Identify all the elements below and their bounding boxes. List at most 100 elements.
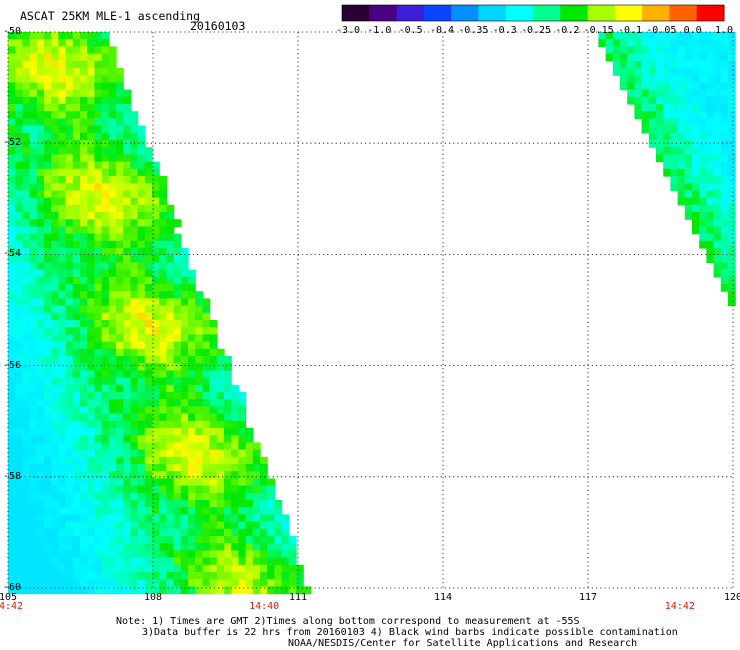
data-cell	[58, 161, 67, 170]
data-cell	[144, 392, 153, 400]
data-cell	[65, 53, 74, 62]
data-cell	[72, 291, 81, 299]
data-cell	[108, 557, 117, 566]
data-cell	[22, 334, 31, 343]
data-cell	[8, 334, 16, 343]
data-cell	[224, 528, 232, 537]
data-cell	[29, 118, 38, 127]
data-cell	[159, 536, 167, 544]
data-cell	[152, 348, 160, 357]
data-cell	[72, 392, 81, 400]
data-cell	[101, 226, 110, 235]
data-cell	[706, 168, 715, 177]
data-cell	[87, 492, 95, 501]
data-cell	[699, 46, 707, 55]
data-cell	[94, 478, 103, 487]
data-cell	[29, 125, 38, 134]
data-cell	[8, 341, 16, 350]
data-cell	[152, 384, 160, 393]
data-cell	[58, 399, 67, 407]
colorbar-segment	[614, 5, 643, 21]
data-cell	[195, 356, 203, 364]
data-cell	[180, 399, 189, 407]
data-cell	[72, 96, 81, 105]
data-cell	[94, 183, 103, 191]
data-cell	[699, 132, 707, 141]
data-cell	[166, 528, 175, 537]
data-cell	[130, 586, 139, 595]
data-cell	[238, 449, 247, 458]
data-cell	[159, 197, 167, 206]
data-cell	[22, 420, 31, 429]
data-cell	[173, 442, 182, 451]
data-cell	[720, 212, 729, 220]
data-cell	[87, 370, 95, 379]
data-cell	[231, 399, 239, 407]
data-cell	[116, 341, 124, 350]
data-cell	[15, 82, 23, 91]
data-cell	[720, 60, 729, 69]
data-cell	[15, 521, 23, 530]
data-cell	[15, 298, 23, 307]
data-cell	[87, 435, 95, 443]
data-cell	[29, 370, 38, 379]
data-cell	[58, 514, 67, 523]
data-cell	[209, 435, 218, 443]
data-cell	[180, 377, 189, 386]
data-cell	[87, 132, 95, 141]
data-cell	[209, 392, 218, 400]
data-cell	[216, 521, 225, 530]
data-cell	[87, 528, 95, 537]
data-cell	[209, 413, 218, 422]
data-cell	[144, 370, 153, 379]
data-cell	[209, 363, 218, 371]
data-cell	[36, 111, 45, 119]
data-cell	[152, 363, 160, 371]
data-cell	[159, 212, 167, 220]
data-cell	[202, 406, 211, 415]
data-cell	[202, 348, 211, 357]
data-cell	[108, 442, 117, 451]
data-cell	[195, 334, 203, 343]
data-cell	[130, 284, 139, 292]
data-cell	[209, 428, 218, 436]
data-cell	[180, 478, 189, 487]
data-cell	[202, 543, 211, 551]
data-cell	[188, 500, 196, 508]
data-cell	[281, 564, 290, 573]
data-cell	[51, 478, 59, 487]
data-cell	[29, 183, 38, 191]
data-cell	[641, 104, 650, 112]
data-cell	[627, 89, 635, 98]
data-cell	[209, 564, 218, 573]
data-cell	[29, 586, 38, 595]
data-cell	[108, 543, 117, 551]
data-cell	[101, 363, 110, 371]
data-cell	[195, 478, 203, 487]
data-cell	[720, 125, 729, 134]
data-cell	[80, 507, 88, 515]
data-cell	[166, 543, 175, 551]
data-cell	[15, 233, 23, 242]
data-cell	[108, 60, 117, 69]
data-cell	[144, 550, 153, 559]
data-cell	[58, 46, 67, 55]
data-cell	[94, 377, 103, 386]
data-cell	[202, 435, 211, 443]
data-cell	[65, 334, 74, 343]
data-cell	[656, 53, 664, 62]
data-cell	[202, 320, 211, 328]
data-cell	[216, 435, 225, 443]
data-cell	[692, 212, 700, 220]
data-cell	[8, 521, 16, 530]
data-cell	[166, 471, 175, 479]
data-cell	[216, 456, 225, 465]
data-cell	[65, 284, 74, 292]
data-cell	[80, 377, 88, 386]
data-cell	[44, 32, 52, 40]
data-cell	[116, 370, 124, 379]
data-cell	[123, 579, 131, 587]
data-cell	[692, 89, 700, 98]
data-cell	[15, 46, 23, 55]
data-cell	[65, 464, 74, 472]
